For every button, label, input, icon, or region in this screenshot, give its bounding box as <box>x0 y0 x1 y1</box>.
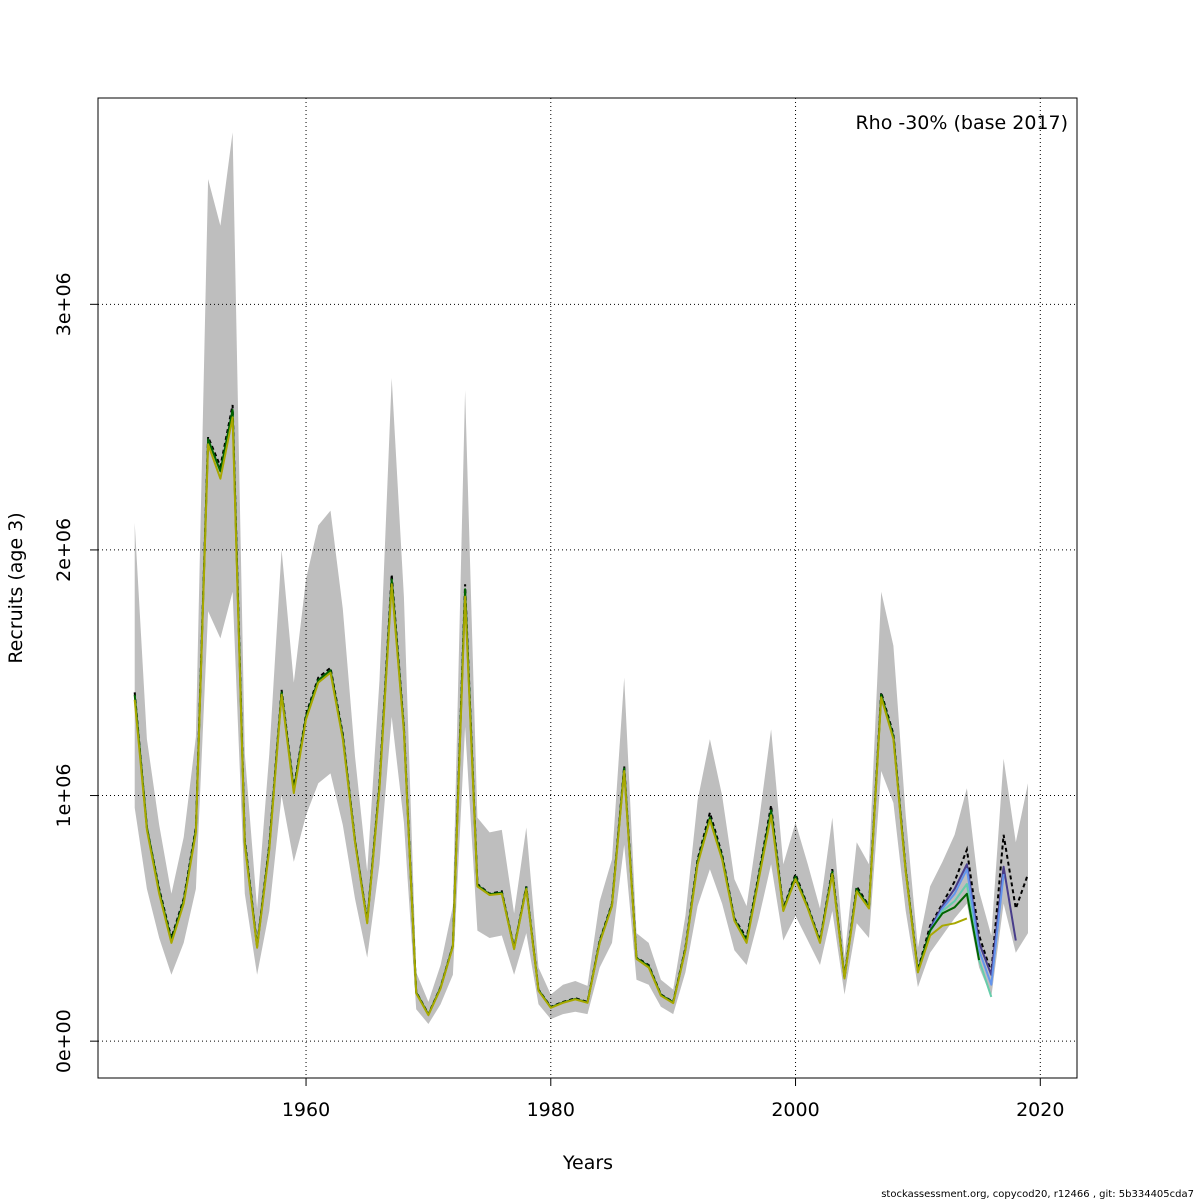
y-tick-label: 0e+00 <box>53 1009 75 1073</box>
x-tick-label: 1980 <box>527 1099 575 1121</box>
series-line-peel-3 <box>929 883 993 998</box>
x-tick-label: 2000 <box>771 1099 819 1121</box>
annotation-text: Rho -30% (base 2017) <box>855 112 1068 134</box>
confidence-band-layer <box>134 132 1028 1024</box>
axis-layer: 1960 1980 2000 2020 0e+00 1e+06 2e+06 3e+06 <box>53 272 1064 1121</box>
confidence-band <box>134 132 1028 1024</box>
y-tick-label: 2e+06 <box>53 518 75 582</box>
grid-layer <box>98 98 1077 1078</box>
x-tick-label: 1960 <box>282 1099 330 1121</box>
y-tick-label: 3e+06 <box>53 272 75 336</box>
x-axis-label: Years <box>562 1152 613 1174</box>
y-axis-label: Recruits (age 3) <box>5 512 27 663</box>
footer-text: stockassessment.org, copycod20, r12466 ,… <box>881 1189 1194 1200</box>
series-line-peel-5 <box>133 416 968 1017</box>
plot-frame <box>97 97 1078 1079</box>
y-tick-label: 1e+06 <box>53 764 75 828</box>
series-line-peel-2 <box>929 868 1005 986</box>
x-tick-label: 2020 <box>1016 1099 1064 1121</box>
series-layer <box>133 404 1029 1017</box>
